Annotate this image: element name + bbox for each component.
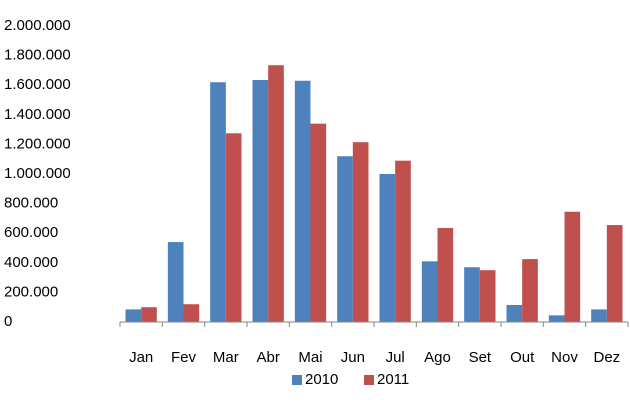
bar xyxy=(421,261,438,322)
x-tick-label: Out xyxy=(510,349,535,366)
bar xyxy=(564,211,581,322)
x-tick-label: Set xyxy=(469,349,492,366)
bar xyxy=(294,80,311,322)
bar xyxy=(183,304,200,322)
y-tick-label: 1.800.000 xyxy=(4,47,71,64)
bar xyxy=(522,259,538,322)
y-tick-label: 1.600.000 xyxy=(4,76,71,93)
x-tick-label: Nov xyxy=(551,349,578,366)
bar xyxy=(479,270,496,322)
x-tick-label: Jun xyxy=(341,349,365,366)
bar xyxy=(437,228,454,322)
bar xyxy=(464,267,480,322)
y-tick-label: 1.000.000 xyxy=(4,165,71,182)
y-tick-label: 200.000 xyxy=(4,283,58,300)
y-tick-label: 800.000 xyxy=(4,195,58,212)
y-tick-label: 1.200.000 xyxy=(4,135,71,152)
x-tick-label: Jul xyxy=(386,349,405,366)
x-tick-label: Jan xyxy=(129,349,153,366)
y-tick-label: 0 xyxy=(4,313,12,330)
x-tick-label: Mar xyxy=(213,349,239,366)
bar xyxy=(310,123,327,323)
bar xyxy=(548,315,565,322)
bar xyxy=(167,242,184,322)
bar xyxy=(125,309,142,322)
x-tick-label: Mai xyxy=(298,349,322,366)
bar xyxy=(141,307,157,322)
legend-swatch xyxy=(292,375,302,385)
bar xyxy=(395,160,411,322)
bar xyxy=(252,80,269,323)
bar xyxy=(506,304,523,322)
y-tick-label: 400.000 xyxy=(4,254,58,271)
legend-label: 2010 xyxy=(305,371,338,388)
bar xyxy=(268,65,284,322)
bar xyxy=(606,225,623,322)
x-tick-label: Abr xyxy=(256,349,279,366)
bar xyxy=(225,133,242,322)
bar xyxy=(210,82,226,323)
bar xyxy=(379,174,396,322)
y-tick-label: 1.400.000 xyxy=(4,106,71,123)
y-tick-label: 600.000 xyxy=(4,224,58,241)
legend-swatch xyxy=(364,375,374,385)
bar xyxy=(352,142,369,322)
bar xyxy=(591,309,607,322)
bar xyxy=(337,156,353,322)
x-tick-label: Fev xyxy=(171,349,197,366)
x-tick-label: Dez xyxy=(593,349,620,366)
x-tick-label: Ago xyxy=(424,349,451,366)
legend-label: 2011 xyxy=(377,371,409,388)
y-tick-label: 2.000.000 xyxy=(4,17,71,34)
